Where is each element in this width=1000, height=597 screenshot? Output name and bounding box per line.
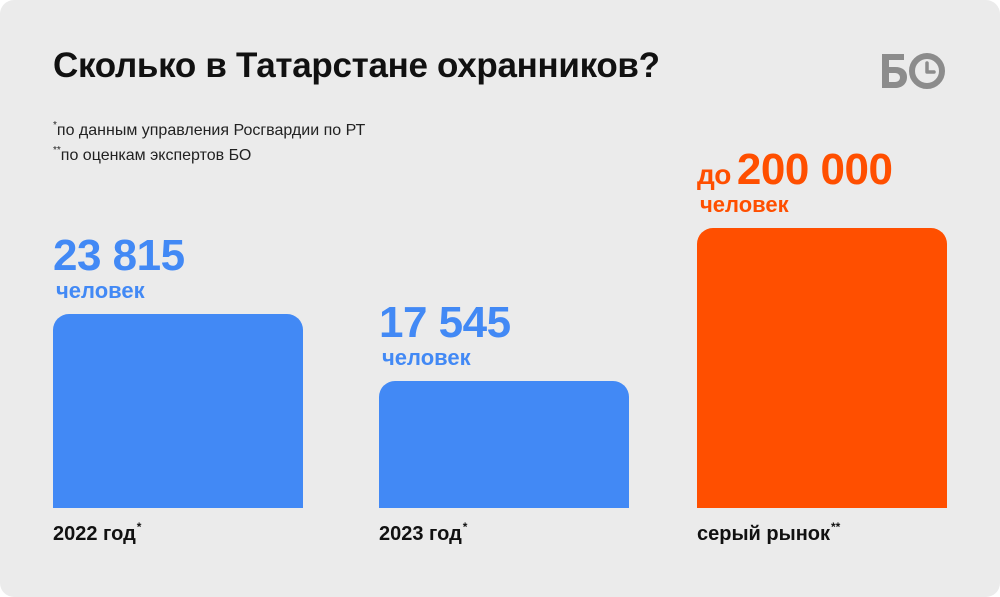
bo-clock-logo-icon (882, 53, 945, 89)
unit-label-2022: человек (56, 278, 145, 303)
bar-2023 (379, 381, 629, 508)
value-prefix-grey-market: до (697, 159, 731, 190)
value-number-2023: 17 545 (379, 298, 511, 347)
category-label-2023: 2023 год* (379, 520, 468, 546)
footnote-2: **по оценкам экспертов БО (53, 145, 252, 165)
footnote-1-text: по данным управления Росгвардии по РТ (56, 122, 366, 139)
category-label-grey-market: серый рынок** (697, 520, 841, 546)
bar-grey-market (697, 228, 947, 508)
category-mark-2022: * (136, 520, 142, 534)
category-text-2023: 2023 год (379, 523, 462, 545)
footnote-1-mark: * (53, 120, 57, 131)
value-number-grey-market: 200 000 (736, 145, 893, 194)
category-text-grey-market: серый рынок (697, 523, 830, 545)
unit-label-2023: человек (382, 345, 471, 370)
page-title: Сколько в Татарстане охранников? (53, 46, 660, 85)
value-number-2022: 23 815 (53, 231, 185, 280)
footnote-1: *по данным управления Росгвардии по РТ (53, 120, 366, 140)
category-label-2022: 2022 год* (53, 520, 142, 546)
bar-2022 (53, 314, 303, 508)
value-label-2022: 23 815 (53, 234, 185, 278)
value-label-grey-market: до 200 000 (697, 145, 893, 197)
category-mark-grey-market: ** (831, 520, 841, 534)
value-label-2023: 17 545 (379, 301, 511, 345)
category-text-2022: 2022 год (53, 523, 136, 545)
category-mark-2023: * (462, 520, 468, 534)
unit-label-grey-market: человек (700, 192, 789, 217)
footnote-2-mark: ** (53, 145, 61, 156)
footnote-2-text: по оценкам экспертов БО (60, 147, 252, 164)
